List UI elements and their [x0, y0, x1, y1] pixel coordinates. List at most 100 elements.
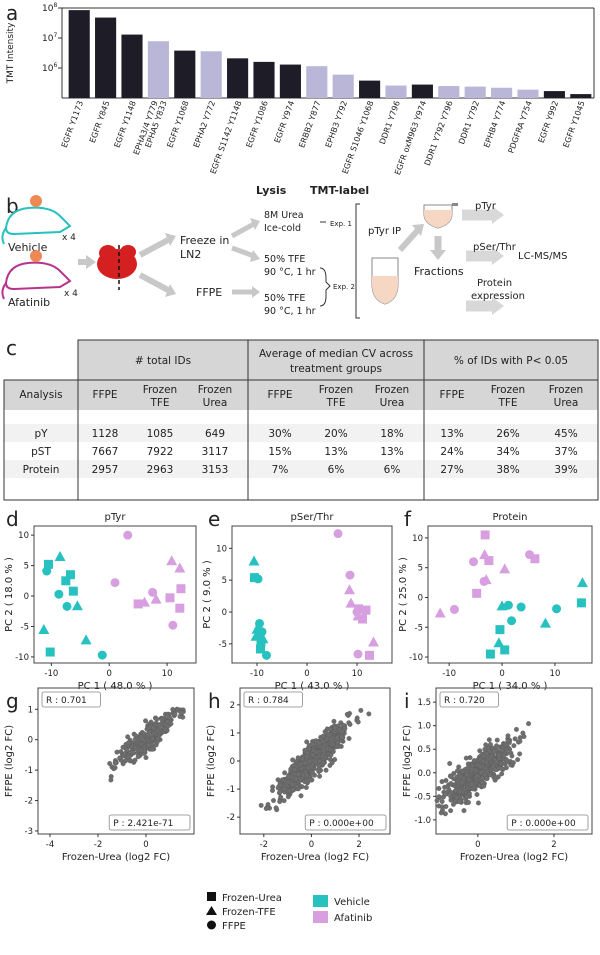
tfe1-label-1: 50% TFE	[264, 254, 305, 265]
corr-point	[112, 765, 118, 771]
table-cell: 37%	[554, 446, 577, 458]
corr-point	[459, 779, 465, 785]
tumor-icon	[97, 245, 137, 290]
corr-point	[460, 769, 466, 774]
corr-point	[139, 736, 145, 742]
corr-point	[474, 773, 480, 779]
corr-point	[306, 746, 312, 752]
table-sub-header: Urea	[203, 397, 228, 409]
corr-point	[450, 801, 456, 807]
corr-point	[466, 777, 472, 782]
a-bar	[147, 41, 169, 98]
table-sub-header: TFE	[497, 397, 517, 409]
panel-label-g: g	[6, 689, 19, 713]
corr-point	[461, 808, 467, 814]
corr-point	[510, 760, 516, 766]
corr-point	[277, 789, 283, 795]
corr-point	[474, 792, 480, 797]
y-tick-label: -5	[219, 640, 227, 650]
y-tick-label: -2	[227, 813, 235, 823]
pca-point-square	[365, 650, 374, 660]
a-category-label: DDR1 Y796	[378, 100, 402, 146]
corr-point	[436, 803, 442, 809]
y-tick-label: -1	[227, 785, 235, 795]
output-protein-label-2: expression	[471, 291, 525, 302]
p-value: P : 0.000e+00	[511, 819, 576, 829]
corr-point	[477, 748, 483, 754]
table-sub-header: TFE	[149, 397, 169, 409]
corr-point	[494, 737, 500, 743]
pca-point-square	[485, 649, 495, 659]
a-bar	[227, 58, 249, 98]
corr-point	[466, 800, 471, 805]
y-tick-label: 0.0	[417, 769, 431, 779]
pca-point-triangle	[38, 624, 50, 635]
afatinib-mouse-icon	[1, 250, 72, 300]
pca-point-circle	[449, 604, 459, 614]
legend-frozen-tfe: Frozen-TFE	[222, 907, 276, 918]
x-tick-label: -2	[94, 840, 102, 850]
a-category-label: DDR1 Y792	[457, 100, 481, 146]
x-tick-label: -2	[260, 840, 268, 850]
table-sub-header: Frozen	[491, 384, 525, 396]
table-sub-header: FFPE	[92, 389, 117, 401]
y-tick-label: 5	[24, 562, 29, 572]
corr-point	[457, 788, 463, 794]
pca-point-triangle	[166, 555, 178, 566]
corr-point	[436, 786, 442, 791]
table-cell: 7922	[147, 446, 174, 458]
a-ytick-label: 107	[42, 32, 57, 44]
table-cell: 18%	[380, 428, 403, 440]
table-header-analysis: Analysis	[19, 389, 62, 401]
y-tick-label: -2	[25, 797, 33, 807]
pca-point-circle	[333, 529, 343, 539]
ffpe-label: FFPE	[196, 286, 222, 299]
corr-point	[478, 770, 484, 776]
table-sub-header: FFPE	[267, 389, 292, 401]
panel-d-pca-ptyr: pTyr -10 0 10 -10 -5 0 5 10 PC 1 ( 48.0 % ) PC 2 (…	[4, 512, 197, 692]
corr-point	[509, 753, 515, 759]
a-bar	[359, 80, 381, 98]
pca-ylabel: PC 2 ( 9.0 % )	[202, 560, 213, 629]
pca-point-square	[45, 647, 55, 657]
legend-triangle-marker	[206, 906, 217, 915]
table-sub-header: Frozen	[375, 384, 409, 396]
a-bar	[332, 74, 354, 98]
corr-point	[439, 807, 445, 813]
table-cell: 649	[205, 428, 225, 440]
pca-point-triangle	[434, 607, 446, 618]
ptyr-ip-label: pTyr IP	[368, 226, 401, 237]
corr-point	[278, 782, 284, 788]
y-tick-label: 10	[412, 534, 423, 544]
table-cell: 39%	[554, 464, 577, 476]
corr-point	[320, 733, 326, 739]
tfe2-label-1: 50% TFE	[264, 293, 305, 304]
corr-point	[281, 798, 287, 804]
pca-point-triangle	[344, 584, 355, 595]
a-bar	[95, 17, 117, 99]
r-value: R : 0.701	[46, 696, 87, 706]
corr-point	[142, 744, 148, 750]
pca-point-circle	[479, 576, 489, 586]
pca-point-square	[43, 559, 53, 569]
corr-point	[263, 806, 269, 811]
y-tick-label: 1	[28, 705, 33, 715]
corr-point	[279, 777, 285, 783]
a-ytick-label: 106	[42, 62, 57, 74]
x-tick-label: 10	[550, 669, 561, 679]
corr-point	[473, 767, 479, 773]
y-tick-label: 0	[28, 736, 33, 746]
corr-point	[143, 755, 149, 761]
corr-point	[154, 716, 160, 722]
pca-point-square	[484, 556, 494, 566]
corr-point	[447, 761, 453, 766]
corr-point	[138, 742, 144, 748]
table-cell: 1128	[92, 428, 119, 440]
corr-points	[434, 721, 532, 817]
pca-point-circle	[123, 530, 133, 540]
corr-point	[346, 736, 352, 741]
corr-point	[442, 784, 448, 790]
corr-point	[317, 773, 323, 779]
corr-point	[307, 777, 313, 783]
